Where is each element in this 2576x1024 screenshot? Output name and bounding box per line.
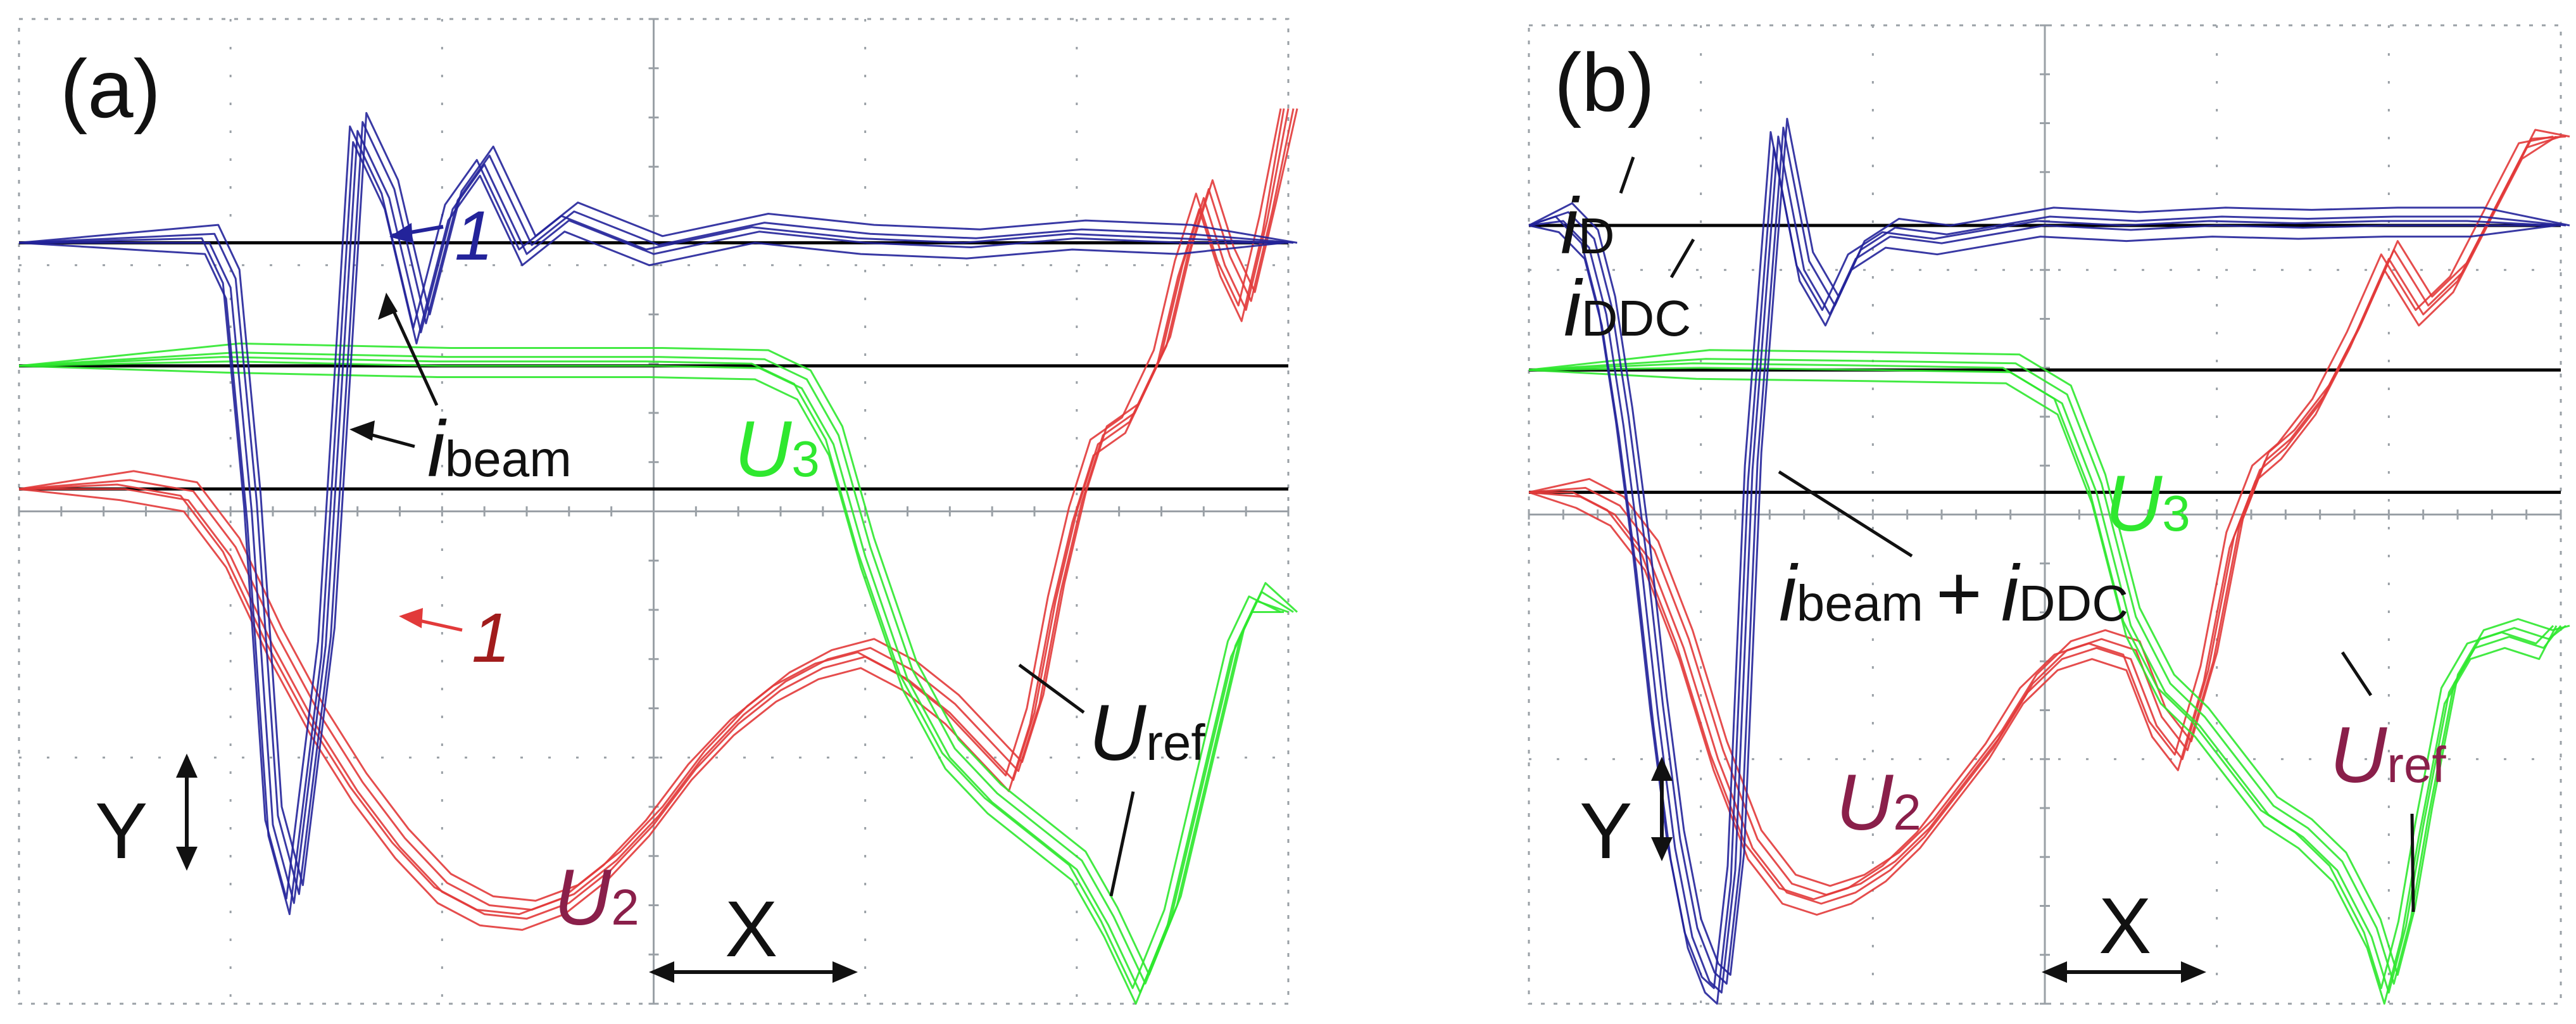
trace-i_d-b-2 xyxy=(1528,146,2557,1005)
x-axis-arrow-a-left xyxy=(649,961,674,983)
pointer-sum xyxy=(1778,470,1913,558)
pointer-uref-a-2 xyxy=(1109,791,1135,897)
x-axis-label-a: X xyxy=(725,885,777,973)
trace-i_d-b-0 xyxy=(1528,136,2561,994)
label-uref-b: Uref xyxy=(2330,711,2446,799)
trace-u3-b-1 xyxy=(1528,358,2567,985)
y-axis-arrow-b-top xyxy=(1651,757,1673,781)
y-axis-arrow-a-top xyxy=(176,754,198,778)
panel-a: (a) 1 ibeam 1 U3 U2 Uref Y X xyxy=(18,18,1298,1005)
trace-u3-b-3 xyxy=(1528,349,2570,976)
trace-u2-a-0 xyxy=(19,108,1290,920)
trace-i_d-b-3 xyxy=(1528,118,2570,976)
arrow-1-blue-head xyxy=(389,223,413,243)
label-u3-a: U3 xyxy=(734,405,820,493)
label-iD: iD xyxy=(1561,182,1615,270)
series-b xyxy=(1528,118,2570,1005)
trace-i_beam-a-0 xyxy=(19,130,1288,904)
series-i_d-b xyxy=(1528,118,2570,1005)
y-axis-arrow-b-bottom xyxy=(1651,837,1673,861)
arrow-ibeam-up xyxy=(386,296,439,407)
trace-u2-a-1 xyxy=(18,108,1295,911)
trace-i_beam-a-2 xyxy=(18,141,1285,916)
trace-u3-a-2 xyxy=(18,365,1284,1005)
label-u3-b: U3 xyxy=(2105,460,2190,548)
panel-label-a: (a) xyxy=(60,42,161,135)
series-u3-b xyxy=(1528,349,2570,1005)
label-ibeam-a: ibeam xyxy=(427,405,572,493)
panel-label-b: (b) xyxy=(1554,36,1655,129)
pointer-uref-b-2 xyxy=(2410,813,2415,913)
trace-u2-a-2 xyxy=(18,108,1285,931)
trace-u2-b-4 xyxy=(1529,136,2554,901)
pointer-uref-a-1 xyxy=(1018,663,1085,714)
arrow-ibeam-left-head xyxy=(349,420,375,441)
label-ibeam-plus-iDDC: ibeam + iDDC xyxy=(1779,550,2128,638)
arrow-1-red-head xyxy=(399,608,423,628)
series-i_beam-a xyxy=(18,111,1298,916)
label-u2-a: U2 xyxy=(554,854,639,942)
label-1-red: 1 xyxy=(472,599,510,677)
trace-u2-a-3 xyxy=(18,108,1298,902)
trace-i_d-b-1 xyxy=(1528,127,2567,985)
pointer-uref-b-1 xyxy=(2340,651,2373,697)
trace-u3-b-4 xyxy=(1528,362,2554,989)
trace-u3-a-0 xyxy=(18,360,1289,994)
x-axis-arrow-b-right xyxy=(2181,961,2206,983)
label-uref-a: Uref xyxy=(1089,689,1205,777)
arrow-ibeam-up-head xyxy=(378,293,398,320)
trace-u2-a-4 xyxy=(18,108,1282,916)
trace-u2-b-2 xyxy=(1528,136,2557,916)
pointer-iDDC xyxy=(1669,238,1695,279)
trace-u3-a-4 xyxy=(18,356,1281,989)
x-axis-arrow-a-right xyxy=(832,961,858,983)
y-axis-arrow-a-bottom xyxy=(176,847,198,871)
trace-u3-a-1 xyxy=(18,351,1294,985)
x-axis-label-b: X xyxy=(2099,882,2151,970)
trace-i_beam-a-4 xyxy=(18,125,1281,900)
trace-i_d-b-4 xyxy=(1528,131,2554,989)
label-u2-b: U2 xyxy=(1836,759,1921,847)
label-1-blue: 1 xyxy=(455,197,493,275)
y-axis-label-a: Y xyxy=(95,787,148,875)
label-iDDC: iDDC xyxy=(1564,265,1691,353)
series-u2-b xyxy=(1528,129,2570,916)
series-u2-a xyxy=(18,108,1298,931)
y-axis-label-b: Y xyxy=(1580,787,1632,875)
series-a xyxy=(18,108,1298,1005)
pointer-iD xyxy=(1619,156,1635,194)
trace-i_beam-a-1 xyxy=(18,121,1294,895)
series-u3-a xyxy=(18,342,1298,1005)
trace-u3-a-3 xyxy=(18,342,1298,976)
trace-i_beam-a-3 xyxy=(18,111,1298,887)
x-axis-arrow-b-left xyxy=(2042,961,2067,983)
panel-b: (b) iD iDDC ibeam + iDDC U3 U2 Uref Y X xyxy=(1528,24,2570,1005)
